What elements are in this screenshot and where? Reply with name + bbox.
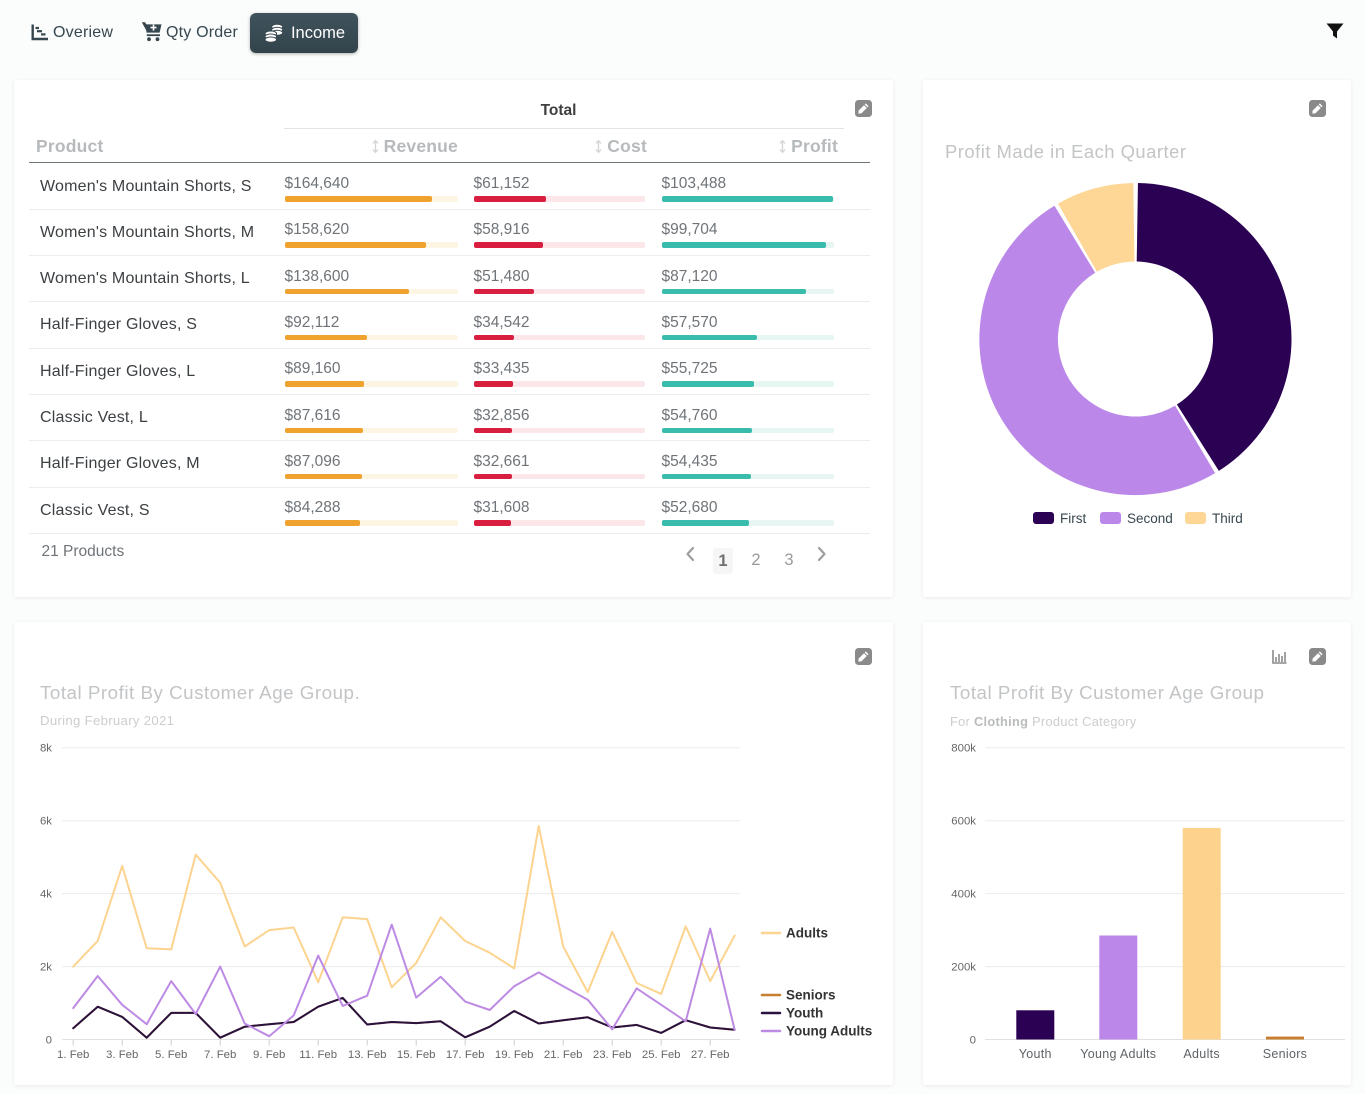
svg-text:6k: 6k [40,816,52,828]
svg-text:27. Feb: 27. Feb [691,1049,730,1061]
svg-text:13. Feb: 13. Feb [348,1049,387,1061]
svg-text:0: 0 [46,1035,52,1047]
svg-text:600k: 600k [951,816,976,828]
svg-text:19. Feb: 19. Feb [495,1049,534,1061]
svg-text:11. Feb: 11. Feb [299,1049,337,1061]
svg-text:400k: 400k [951,889,976,901]
svg-text:5. Feb: 5. Feb [155,1049,187,1061]
svg-text:4k: 4k [40,889,52,901]
svg-text:Youth: Youth [1019,1047,1052,1061]
svg-text:Seniors: Seniors [786,988,836,1003]
svg-text:First: First [1060,511,1086,526]
svg-text:Seniors: Seniors [1263,1047,1307,1061]
svg-text:25. Feb: 25. Feb [642,1049,681,1061]
svg-text:Youth: Youth [786,1006,823,1021]
svg-text:1. Feb: 1. Feb [57,1049,89,1061]
svg-text:0: 0 [970,1035,976,1047]
svg-text:Adults: Adults [786,926,828,941]
svg-text:Young Adults: Young Adults [786,1024,872,1039]
svg-text:800k: 800k [951,743,976,755]
svg-text:Third: Third [1212,511,1243,526]
svg-text:Young Adults: Young Adults [1080,1047,1156,1061]
svg-text:Second: Second [1127,511,1173,526]
svg-text:Adults: Adults [1183,1047,1220,1061]
svg-text:23. Feb: 23. Feb [593,1049,632,1061]
svg-text:17. Feb: 17. Feb [446,1049,485,1061]
svg-text:8k: 8k [40,743,52,755]
svg-text:200k: 200k [951,962,976,974]
svg-text:15. Feb: 15. Feb [397,1049,436,1061]
svg-text:9. Feb: 9. Feb [253,1049,285,1061]
svg-text:21. Feb: 21. Feb [544,1049,583,1061]
svg-text:7. Feb: 7. Feb [204,1049,236,1061]
svg-text:3. Feb: 3. Feb [106,1049,138,1061]
svg-text:2k: 2k [40,962,52,974]
